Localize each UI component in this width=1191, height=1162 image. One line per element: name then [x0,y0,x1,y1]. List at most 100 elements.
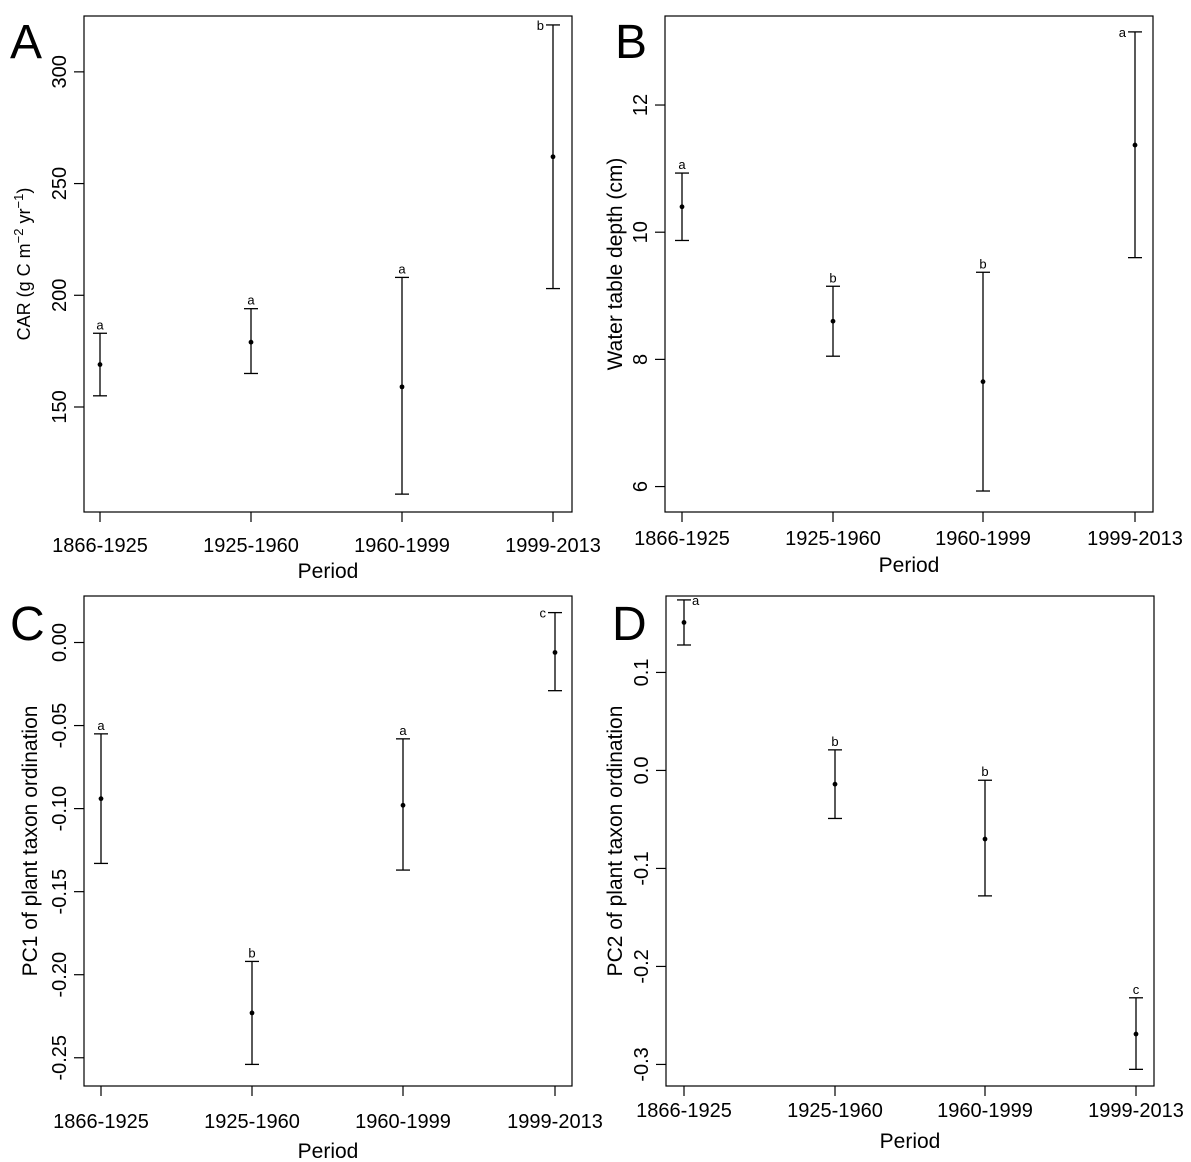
y-axis-title-part: −2 [11,228,26,243]
y-tick-label: -0.2 [631,949,653,983]
error-bar-group: c [540,606,562,692]
mean-point [248,339,254,345]
significance-letter: c [540,606,547,621]
mean-point [681,620,687,625]
y-axis-title: PC2 of plant taxon ordination [604,706,627,977]
significance-letter: a [678,157,686,172]
x-axis-title: Period [880,1130,941,1153]
mean-point [400,802,406,808]
y-tick-label: 8 [630,354,652,365]
panel-letter: B [615,16,647,69]
significance-letter: a [398,261,406,276]
panel-letter: A [10,16,42,69]
error-bar-group: a [93,317,107,397]
y-axis-title-part: CAR (g C m [14,243,34,340]
y-tick-label: -0.25 [49,1035,71,1081]
x-tick-label: 1999-2013 [1087,528,1183,550]
y-axis-title: Water table depth (cm) [604,158,627,371]
y-axis-title-part: yr [14,208,34,228]
significance-letter: a [247,293,255,308]
x-tick-label: 1866-1925 [636,1100,732,1122]
mean-point [399,384,405,390]
error-bar-group: a [675,157,689,242]
y-tick-label: 200 [49,279,71,312]
error-bar-group: a [1119,25,1142,259]
significance-letter: a [97,718,105,733]
y-tick-label: 150 [49,390,71,423]
significance-letter: b [831,734,838,749]
mean-point [1132,142,1138,148]
x-tick-label: 1866-1925 [53,1111,149,1133]
mean-point [980,379,986,385]
significance-letter: a [692,593,700,608]
mean-point [249,1010,255,1016]
mean-point [97,362,103,367]
x-tick-label: 1925-1960 [785,528,881,550]
x-tick-label: 1925-1960 [203,535,299,557]
error-bar-group: a [244,293,258,375]
error-bar-group: b [978,764,992,897]
plot-frame [664,15,1154,513]
significance-letter: b [981,764,988,779]
mean-point [830,318,836,324]
y-tick-label: 300 [49,55,71,88]
y-tick-label: -0.05 [49,703,71,749]
significance-letter: a [96,317,104,332]
mean-point [1133,1031,1139,1037]
y-tick-label: 12 [630,94,652,116]
plot-frame [83,15,573,513]
panel-letter: C [10,598,45,651]
significance-letter: a [1119,25,1127,40]
error-bar-group: b [828,734,842,820]
y-axis-title: CAR (g C m−2 yr−1) [11,188,34,341]
x-tick-label: 1999-2013 [507,1111,603,1133]
plot-frame [83,595,573,1087]
mean-point [679,204,685,210]
panel-c: C -0.25 -0.20 -0.15 -0.10 -0.05 0.00 1866-1925 1… [10,595,603,1162]
y-tick-label: -0.10 [49,786,71,832]
significance-letter: b [829,270,836,285]
y-tick-label: 0.1 [631,659,653,687]
x-tick-label: 1866-1925 [634,528,730,550]
significance-letter: b [537,18,544,33]
significance-letter: b [979,256,986,271]
significance-letter: a [399,723,407,738]
y-axis-title: PC1 of plant taxon ordination [19,706,42,977]
y-tick-label: 250 [49,167,71,200]
mean-point [550,154,556,160]
significance-letter: b [248,945,255,960]
y-tick-label: 0.00 [49,623,71,662]
x-tick-label: 1999-2013 [1088,1100,1184,1122]
y-tick-label: -0.15 [49,869,71,915]
x-tick-label: 1925-1960 [787,1100,883,1122]
y-tick-label: -0.1 [631,851,653,885]
x-tick-label: 1999-2013 [505,535,601,557]
y-axis-title-part: ) [14,188,34,194]
panel-a: A 150 200 250 300 1866-1925 1925-1960 1960-1999… [10,15,601,583]
mean-point [982,836,988,842]
error-bar-group: a [94,718,108,865]
plot-frame [665,595,1155,1087]
mean-point [552,650,558,655]
y-axis-title-part: −1 [11,194,26,209]
x-tick-label: 1960-1999 [935,528,1031,550]
panel-b: B 6 8 10 12 1866-1925 1925-1960 1960-1999 1999-2… [604,15,1183,577]
x-tick-label: 1960-1999 [355,1111,451,1133]
error-bar-group: b [537,18,560,290]
y-tick-label: 10 [630,221,652,243]
x-axis-title: Period [298,560,359,583]
x-tick-label: 1960-1999 [937,1100,1033,1122]
x-axis-title: Period [879,554,940,577]
y-tick-label: -0.3 [631,1047,653,1081]
error-bar-group: a [677,593,700,646]
x-tick-label: 1866-1925 [52,535,148,557]
significance-letter: c [1133,982,1140,997]
y-tick-label: 6 [630,481,652,492]
panel-letter: D [612,598,647,651]
x-tick-label: 1925-1960 [204,1111,300,1133]
error-bar-group: b [976,256,990,492]
y-tick-label: -0.20 [49,952,71,998]
mean-point [98,796,104,802]
mean-point [832,781,838,787]
